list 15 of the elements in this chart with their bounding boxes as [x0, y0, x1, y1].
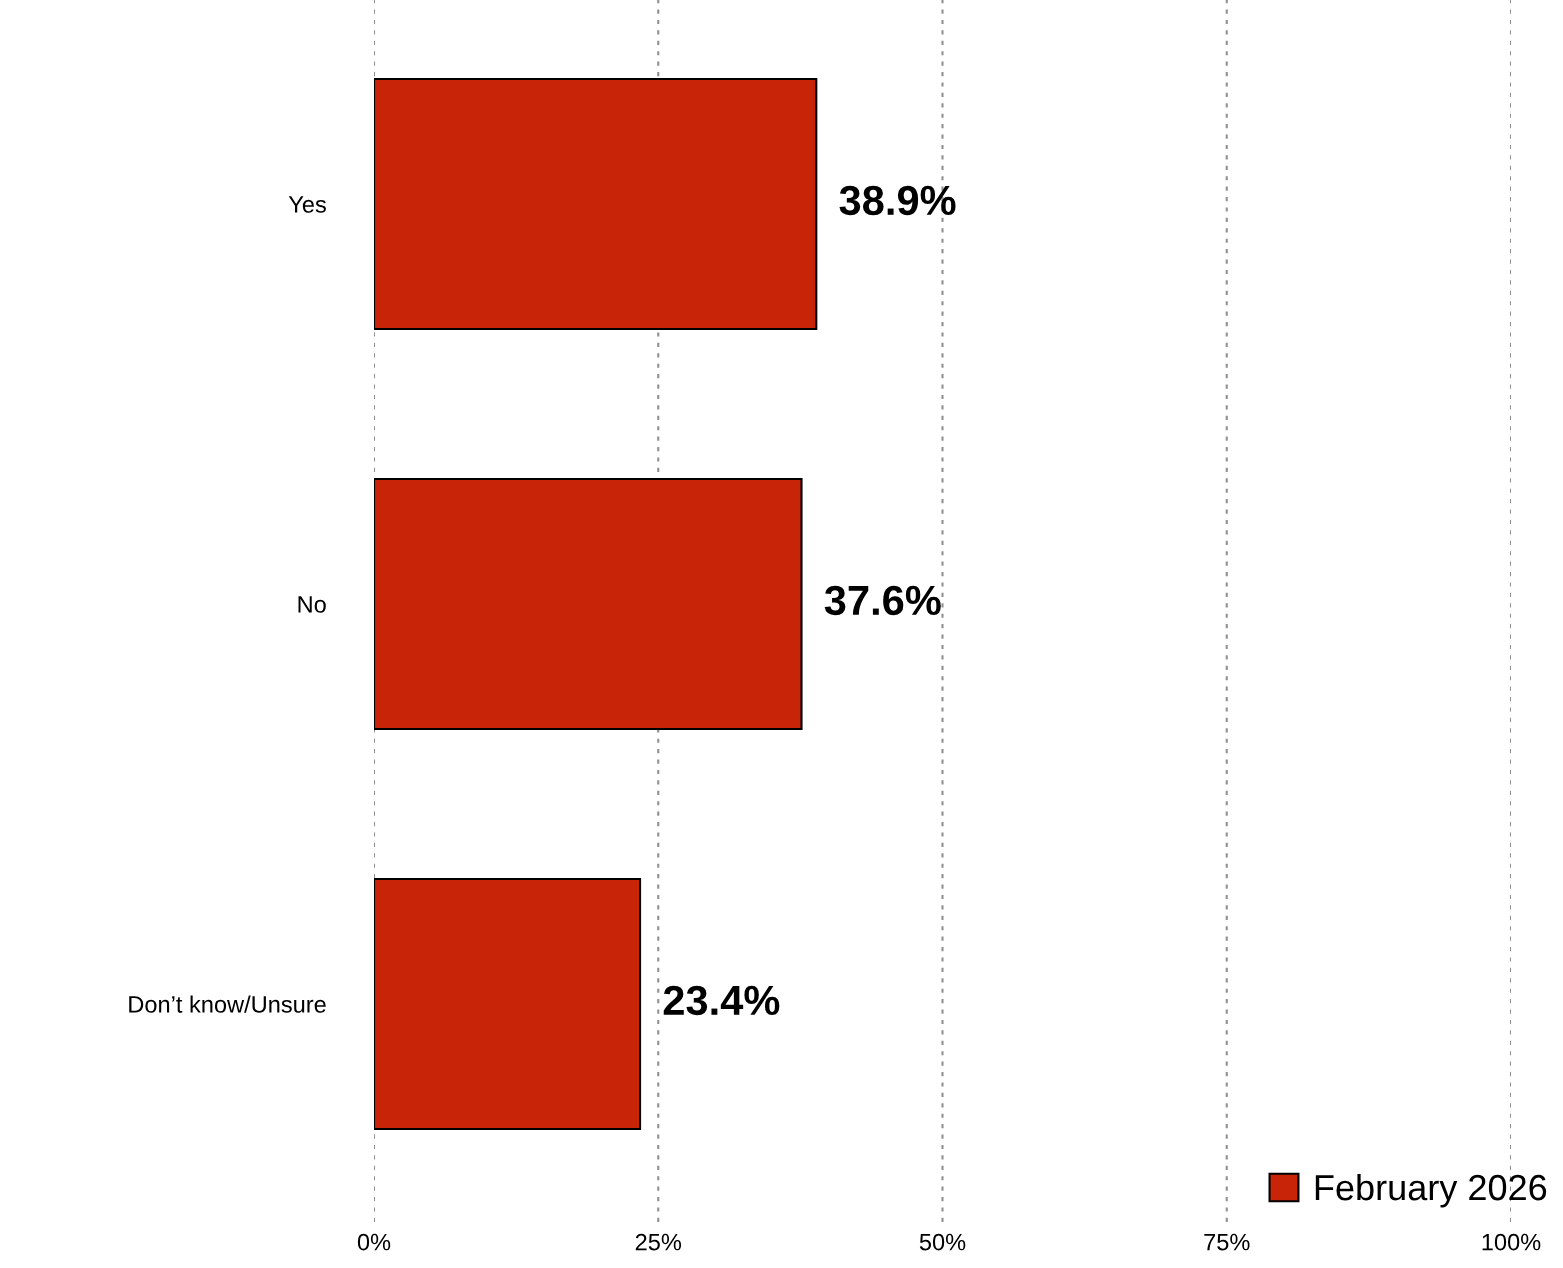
y-tick-label: Don’t know/Unsure — [129, 995, 326, 1013]
y-tick-label: No — [298, 596, 326, 613]
legend-label: February 2026 — [1315, 1173, 1547, 1208]
x-tick-label: 75% — [1204, 1233, 1250, 1251]
bar — [374, 877, 642, 1131]
text: 38.9% — [839, 185, 956, 216]
x-tick-label: 25% — [635, 1233, 682, 1251]
text: 23.4% — [663, 985, 780, 1016]
x-tick-label: 100% — [1482, 1233, 1541, 1251]
y-tick-label: Yes — [288, 196, 326, 213]
x-tick-label: 50% — [919, 1233, 966, 1251]
bar — [374, 477, 803, 731]
x-tick-label: 0% — [357, 1233, 391, 1251]
bar — [374, 77, 818, 331]
text: 37.6% — [824, 585, 941, 616]
